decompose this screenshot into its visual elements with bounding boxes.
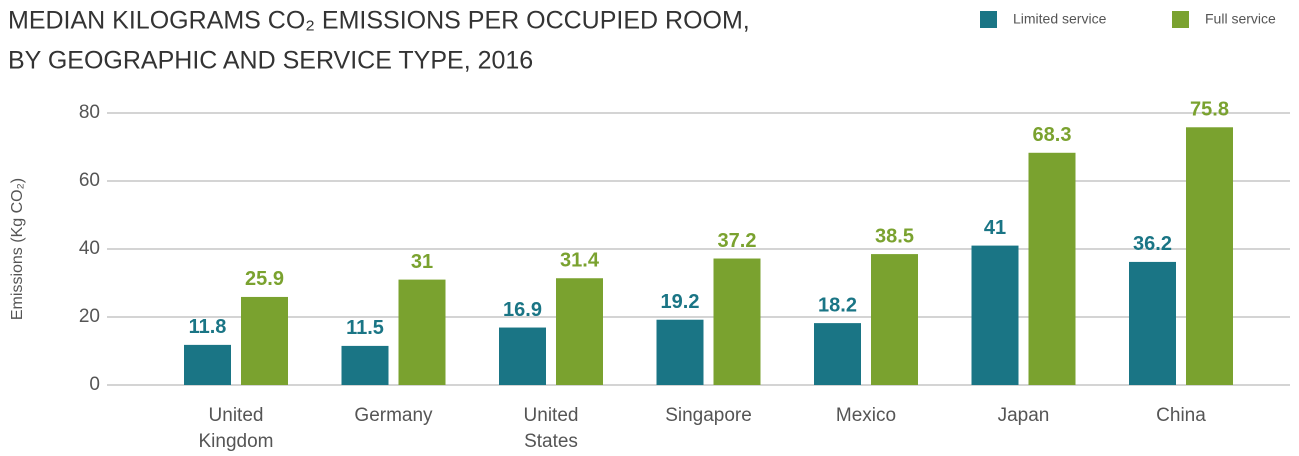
y-tick-label: 20 bbox=[79, 306, 100, 327]
value-label: 37.2 bbox=[718, 230, 757, 252]
chart-title: BY GEOGRAPHIC AND SERVICE TYPE, 2016 bbox=[8, 47, 533, 75]
bar bbox=[871, 254, 918, 385]
bar bbox=[241, 296, 288, 385]
value-label: 11.8 bbox=[189, 316, 227, 338]
bar bbox=[814, 323, 861, 385]
y-axis-label: Emissions (Kg CO₂) bbox=[9, 178, 26, 320]
bar bbox=[1028, 152, 1076, 385]
value-label: 75.8 bbox=[1190, 99, 1229, 121]
bar bbox=[971, 245, 1019, 385]
value-label: 31 bbox=[411, 251, 433, 273]
x-tick-label: China bbox=[1156, 405, 1206, 426]
legend-label: Full service bbox=[1205, 11, 1276, 27]
bar bbox=[184, 344, 231, 385]
x-tick-label: Japan bbox=[998, 405, 1050, 426]
bar bbox=[341, 345, 389, 385]
value-label: 11.5 bbox=[346, 317, 384, 339]
value-label: 36.2 bbox=[1133, 233, 1172, 255]
bar bbox=[499, 327, 546, 385]
value-label: 25.9 bbox=[245, 268, 284, 290]
y-tick-label: 60 bbox=[79, 170, 100, 191]
y-tick-label: 80 bbox=[79, 102, 100, 123]
y-tick-label: 0 bbox=[89, 374, 100, 395]
value-label: 16.9 bbox=[503, 299, 542, 321]
legend-label: Limited service bbox=[1013, 11, 1107, 27]
chart-title: MEDIAN KILOGRAMS CO₂ EMISSIONS PER OCCUP… bbox=[8, 7, 750, 35]
value-label: 41 bbox=[984, 217, 1006, 239]
x-tick-label: Singapore bbox=[665, 405, 752, 426]
bar bbox=[556, 278, 603, 385]
value-label: 68.3 bbox=[1033, 124, 1072, 146]
value-label: 19.2 bbox=[661, 291, 700, 313]
bar bbox=[398, 279, 446, 385]
x-tick-label: United Kingdom bbox=[199, 405, 274, 452]
legend-swatch bbox=[980, 11, 997, 28]
value-label: 18.2 bbox=[818, 294, 857, 316]
bar bbox=[713, 258, 761, 385]
bar bbox=[656, 319, 704, 385]
x-tick-label: Germany bbox=[354, 405, 433, 426]
value-label: 38.5 bbox=[875, 225, 914, 247]
bar bbox=[1129, 261, 1176, 385]
x-tick-label: Mexico bbox=[836, 405, 896, 426]
y-tick-label: 40 bbox=[79, 238, 100, 259]
legend-swatch bbox=[1172, 11, 1189, 28]
bar bbox=[1186, 127, 1233, 385]
value-label: 31.4 bbox=[560, 250, 600, 272]
x-tick-label: United States bbox=[524, 405, 579, 452]
